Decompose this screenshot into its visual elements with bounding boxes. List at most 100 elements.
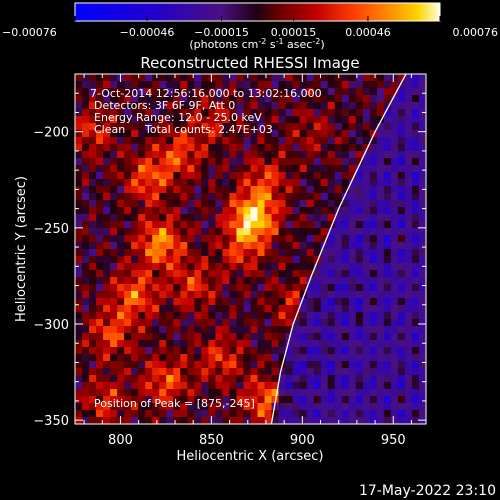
heatmap-cell (404, 263, 413, 271)
heatmap-cell (75, 144, 83, 152)
heatmap-cell (341, 410, 350, 418)
heatmap-cell (278, 305, 286, 313)
heatmap-cell (418, 291, 426, 299)
heatmap-cell (89, 326, 97, 334)
heatmap-cell (320, 228, 329, 236)
heatmap-cell (145, 116, 153, 124)
heatmap-cell (264, 263, 272, 271)
heatmap-cell (222, 347, 230, 355)
heatmap-cell (418, 137, 426, 145)
heatmap-cell (299, 277, 308, 285)
heatmap-cell (82, 291, 90, 299)
heatmap-cell (411, 291, 420, 299)
heatmap-cell (103, 368, 111, 376)
heatmap-cell (313, 291, 322, 299)
heatmap-cell (313, 242, 322, 250)
heatmap-cell (271, 95, 279, 103)
heatmap-cell (187, 81, 195, 89)
heatmap-cell (306, 256, 315, 264)
heatmap-cell (145, 74, 153, 82)
heatmap-cell (222, 151, 230, 159)
heatmap-cell (180, 200, 188, 208)
heatmap-cell (145, 319, 153, 327)
heatmap-cell (250, 291, 258, 299)
heatmap-cell (159, 151, 167, 159)
heatmap-cell (138, 305, 146, 313)
heatmap-cell (187, 284, 195, 292)
heatmap-cell (313, 81, 322, 89)
heatmap-cell (243, 382, 251, 390)
heatmap-cell (201, 319, 209, 327)
heatmap-cell (285, 95, 294, 103)
heatmap-cell (313, 130, 322, 138)
heatmap-cell (89, 347, 97, 355)
heatmap-cell (306, 298, 315, 306)
heatmap-cell (173, 221, 181, 229)
heatmap-cell (82, 319, 90, 327)
heatmap-cell (257, 361, 265, 369)
heatmap-cell (159, 284, 167, 292)
heatmap-cell (110, 137, 118, 145)
heatmap-cell (166, 256, 174, 264)
heatmap-cell (334, 186, 343, 194)
heatmap-cell (390, 88, 399, 96)
heatmap-cell (173, 165, 181, 173)
heatmap-cell (145, 340, 153, 348)
heatmap-cell (138, 403, 146, 411)
heatmap-cell (411, 417, 420, 424)
heatmap-cell (264, 74, 272, 82)
heatmap-cell (404, 305, 413, 313)
heatmap-cell (89, 74, 97, 82)
heatmap-cell (348, 263, 357, 271)
heatmap-cell (138, 270, 146, 278)
heatmap-cell (173, 207, 181, 215)
heatmap-cell (117, 186, 125, 194)
heatmap-cell (243, 200, 251, 208)
heatmap-cell (236, 151, 244, 159)
heatmap-cell (341, 354, 350, 362)
heatmap-cell (201, 179, 209, 187)
heatmap-cell (306, 81, 315, 89)
heatmap-cell (404, 179, 413, 187)
heatmap-cell (187, 102, 195, 110)
heatmap-cell (250, 270, 258, 278)
heatmap-cell (285, 137, 294, 145)
heatmap-cell (96, 270, 104, 278)
heatmap-cell (327, 319, 336, 327)
heatmap-cell (278, 130, 286, 138)
heatmap-cell (243, 333, 251, 341)
heatmap-cell (411, 214, 420, 222)
heatmap-cell (89, 368, 97, 376)
heatmap-cell (215, 123, 223, 131)
heatmap-cell (131, 172, 139, 180)
heatmap-cell (243, 235, 251, 243)
heatmap-cell (89, 263, 97, 271)
chart-title: Reconstructed RHESSI Image (140, 54, 359, 72)
heatmap-cell (243, 207, 251, 215)
heatmap-cell (313, 277, 322, 285)
heatmap-cell (348, 179, 357, 187)
heatmap-cell (201, 228, 209, 236)
heatmap-cell (271, 410, 279, 418)
heatmap-cell (390, 284, 399, 292)
heatmap-cell (376, 235, 385, 243)
heatmap-cell (285, 249, 294, 257)
heatmap-cell (348, 242, 357, 250)
heatmap-cell (369, 312, 378, 320)
heatmap-cell (222, 81, 230, 89)
heatmap-cell (355, 347, 364, 355)
heatmap-cell (194, 396, 202, 404)
heatmap-cell (369, 207, 378, 215)
heatmap-cell (383, 179, 392, 187)
heatmap-cell (82, 144, 90, 152)
heatmap-cell (236, 347, 244, 355)
heatmap-cell (418, 193, 426, 201)
heatmap-cell (82, 109, 90, 117)
heatmap-cell (334, 221, 343, 229)
heatmap-grid (75, 74, 426, 424)
heatmap-cell (418, 417, 426, 424)
heatmap-cell (229, 326, 237, 334)
heatmap-cell (334, 88, 343, 96)
heatmap-cell (131, 144, 139, 152)
heatmap-cell (145, 81, 153, 89)
